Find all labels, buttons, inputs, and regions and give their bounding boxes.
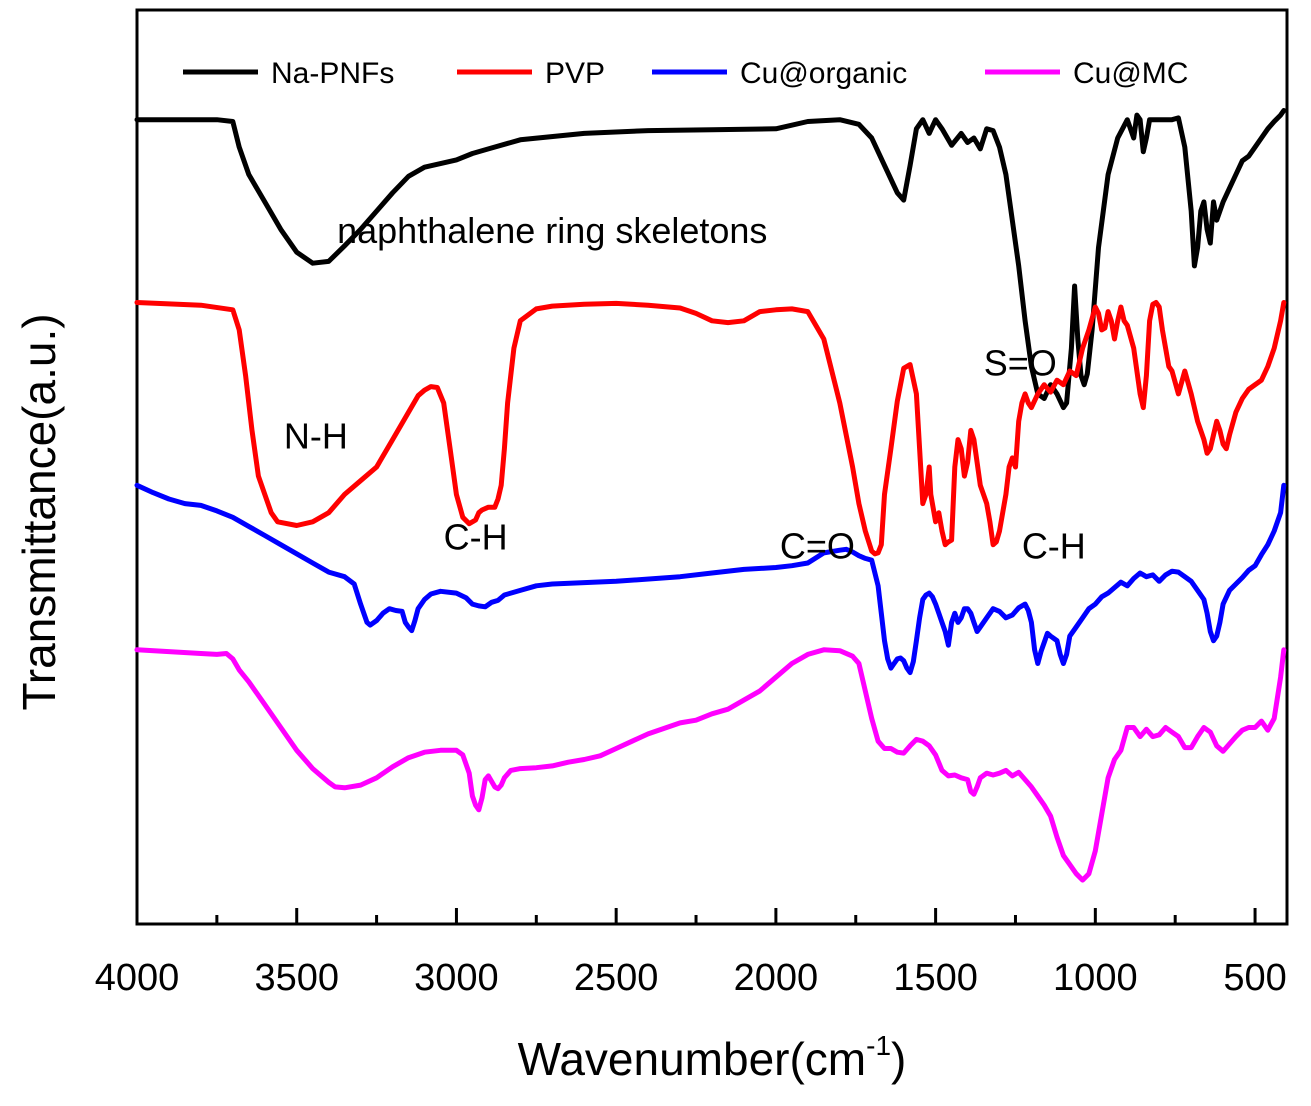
x-tick-label-1500: 1500 — [893, 957, 978, 999]
x-tick-label-2500: 2500 — [574, 957, 659, 999]
x-tick-label-1000: 1000 — [1053, 957, 1138, 999]
series-line-cu-mc — [134, 647, 1287, 883]
legend-label-na-pnfs: Na-PNFs — [271, 57, 394, 90]
series-layer — [134, 108, 1287, 883]
annotation-s-o-1: S=O — [984, 343, 1057, 384]
annotation-n-h-2: N-H — [284, 416, 348, 457]
annotation-naphthalene-ring-skeletons-0: naphthalene ring skeletons — [337, 210, 767, 251]
x-axis-ticks: 4000 3500 3000 2500 2000 1500 1000 500 — [95, 908, 1287, 999]
x-axis-label: Wavenumber(cm-1) — [518, 1030, 907, 1085]
annotation-c-h-3: C-H — [444, 516, 508, 557]
x-tick-label-500: 500 — [1223, 957, 1286, 999]
series-line-na-pnfs — [134, 108, 1287, 411]
x-axis-label-superscript: -1 — [866, 1030, 891, 1061]
y-axis-label: Transmittance(a.u.) — [13, 313, 65, 710]
x-tick-label-3000: 3000 — [414, 957, 499, 999]
legend: Na-PNFs PVP Cu@organic Cu@MC — [183, 57, 1188, 90]
plot-frame — [135, 8, 1289, 926]
x-tick-label-4000: 4000 — [95, 957, 180, 999]
x-axis-label-close: ) — [891, 1033, 906, 1085]
legend-label-cu-mc: Cu@MC — [1073, 57, 1188, 90]
x-tick-label-2000: 2000 — [734, 957, 819, 999]
x-axis-label-main: Wavenumber(cm — [518, 1033, 866, 1085]
legend-label-pvp: PVP — [545, 57, 605, 90]
annotation-c-h-5: C-H — [1022, 525, 1086, 566]
series-line-cu-organic — [134, 482, 1287, 676]
annotations: naphthalene ring skeletons S=O N-H C-H C=O C-… — [284, 210, 1086, 566]
annotation-c-o-4: C=O — [780, 525, 855, 566]
x-tick-label-3500: 3500 — [254, 957, 339, 999]
legend-label-cu-organic: Cu@organic — [740, 57, 907, 90]
plot-border — [135, 8, 1289, 926]
series-line-pvp — [134, 300, 1287, 557]
